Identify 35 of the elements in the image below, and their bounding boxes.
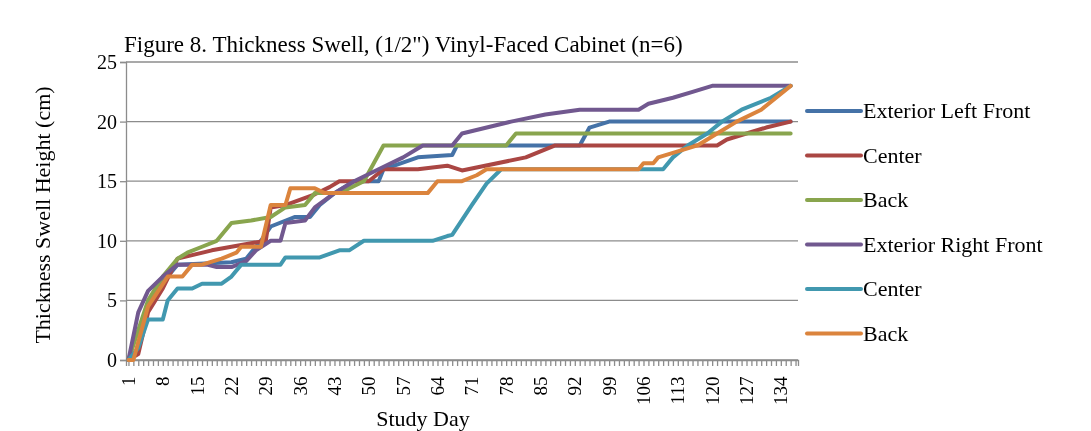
x-tick-label: 78 (495, 376, 517, 396)
x-tick-label: 134 (770, 376, 792, 406)
legend-label: Center (863, 276, 923, 301)
y-tick-label: 20 (97, 110, 117, 133)
x-tick-label: 29 (255, 376, 277, 396)
x-tick-label: 92 (564, 376, 586, 396)
x-tick-label: 64 (427, 376, 449, 396)
legend-label: Back (863, 320, 909, 346)
legend-label: Center (863, 142, 923, 168)
x-tick-label: 71 (461, 376, 483, 396)
x-tick-label: 127 (736, 376, 758, 406)
x-tick-label: 15 (186, 376, 208, 396)
y-axis-title: Thickness Swell Height (cm) (30, 86, 55, 344)
x-tick-label: 8 (152, 376, 174, 387)
x-tick-label: 106 (633, 376, 655, 406)
x-tick-label: 120 (701, 376, 723, 406)
x-tick-label: 50 (358, 376, 380, 396)
legend-label: Exterior Left Front (863, 98, 1031, 123)
x-tick-label: 43 (324, 376, 346, 396)
x-tick-label: 1 (118, 376, 140, 387)
y-tick-label: 15 (97, 170, 117, 193)
y-tick-label: 5 (107, 289, 117, 312)
x-axis-title: Study Day (376, 406, 470, 431)
legend-label: Back (863, 187, 909, 212)
legend-label: Exterior Right Front (863, 231, 1043, 257)
x-tick-label: 85 (530, 376, 552, 396)
x-tick-label: 113 (667, 376, 689, 405)
x-tick-label: 57 (392, 376, 414, 396)
chart-title: Figure 8. Thickness Swell, (1/2") Vinyl-Faced Cabinet (n=6) (124, 32, 683, 57)
y-tick-label: 10 (97, 229, 117, 252)
x-tick-label: 22 (221, 376, 243, 396)
x-tick-label: 36 (289, 376, 311, 396)
x-tick-label: 99 (598, 376, 620, 396)
y-tick-label: 25 (97, 50, 117, 73)
y-tick-label: 0 (107, 348, 117, 371)
